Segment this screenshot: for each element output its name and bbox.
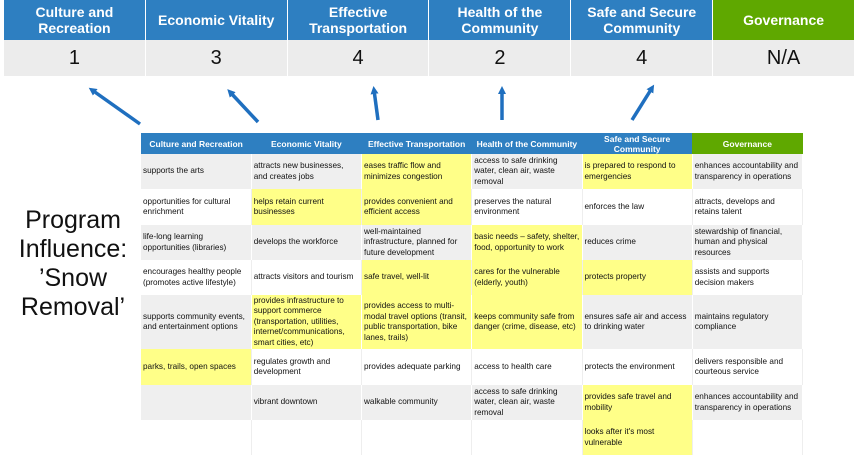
- table-cell: opportunities for cultural enrichment: [141, 189, 252, 225]
- table-cell: keeps community safe from danger (crime,…: [471, 295, 583, 349]
- table-cell: eases traffic flow and minimizes congest…: [361, 154, 473, 189]
- table-cell: supports the arts: [141, 154, 252, 189]
- table-row: parks, trails, open spaces regulates grow…: [141, 349, 804, 385]
- table-cell: attracts visitors and tourism: [251, 260, 363, 295]
- table-row: life-long learning opportunities (librar…: [141, 225, 804, 260]
- influence-table: Culture and Recreation Economic Vitality E…: [141, 133, 804, 455]
- table-header: Health of the Community: [471, 133, 582, 154]
- summary-header: Governance: [713, 0, 855, 40]
- table-cell: access to safe drinking water, clean air…: [471, 385, 583, 420]
- summary-header: Effective Transportation: [287, 0, 430, 40]
- table-cell: parks, trails, open spaces: [141, 349, 252, 385]
- summary-score: 3: [145, 40, 288, 76]
- summary-score: 4: [571, 40, 714, 76]
- table-row: vibrant downtown walkable community access…: [141, 385, 804, 420]
- table-cell: maintains regulatory compliance: [692, 295, 804, 349]
- table-cell: walkable community: [361, 385, 473, 420]
- arrow-icon: [227, 89, 260, 124]
- table-header: Culture and Recreation: [141, 133, 252, 154]
- table-cell: provides access to multi-modal travel op…: [361, 295, 473, 349]
- table-cell: delivers responsible and courteous servi…: [692, 349, 804, 385]
- table-cell: looks after it's most vulnerable: [582, 420, 693, 455]
- table-row: encourages healthy people (promotes acti…: [141, 260, 804, 295]
- summary-score: 2: [429, 40, 572, 76]
- table-cell: helps retain current businesses: [251, 189, 363, 225]
- table-cell: develops the workforce: [251, 225, 363, 260]
- table-cell: attracts, develops and retains talent: [692, 189, 804, 225]
- table-cell: supports community events, and entertain…: [141, 295, 252, 349]
- table-row: opportunities for cultural enrichment hel…: [141, 189, 804, 225]
- table-cell: cares for the vulnerable (elderly, youth…: [471, 260, 583, 295]
- table-cell: provides safe travel and mobility: [582, 385, 693, 420]
- table-cell: enforces the law: [582, 189, 693, 225]
- arrow-icon: [630, 84, 655, 121]
- table-row: supports the arts attracts new businesses…: [141, 154, 804, 189]
- table-cell: regulates growth and development: [251, 349, 363, 385]
- table-cell: safe travel, well-lit: [361, 260, 473, 295]
- summary-score: 1: [4, 40, 146, 76]
- table-cell: is prepared to respond to emergencies: [582, 154, 693, 189]
- arrow-icon: [88, 87, 142, 126]
- table-cell: enhances accountability and transparency…: [692, 385, 804, 420]
- table-cell: encourages healthy people (promotes acti…: [141, 260, 252, 295]
- table-cell: basic needs – safety, shelter, food, opp…: [471, 225, 583, 260]
- table-header: Economic Vitality: [251, 133, 362, 154]
- table-cell: provides adequate parking: [361, 349, 473, 385]
- table-header: Effective Transportation: [361, 133, 472, 154]
- table-cell: reduces crime: [582, 225, 693, 260]
- table-cell: attracts new businesses, and creates job…: [251, 154, 363, 189]
- summary-header: Culture and Recreation: [4, 0, 146, 40]
- table-cell: preserves the natural environment: [471, 189, 583, 225]
- table-cell: [361, 420, 473, 455]
- table-cell: access to safe drinking water, clean air…: [471, 154, 583, 189]
- program-influence-label: Program Influence: ’Snow Removal’: [18, 206, 128, 321]
- table-cell: enhances accountability and transparency…: [692, 154, 804, 189]
- table-cell: life-long learning opportunities (librar…: [141, 225, 252, 260]
- table-cell: ensures safe air and access to drinking …: [582, 295, 693, 349]
- table-cell: stewardship of financial, human and phys…: [692, 225, 804, 260]
- table-cell: [141, 385, 252, 420]
- table-row: looks after it's most vulnerable: [141, 420, 804, 455]
- table-header: Governance: [692, 133, 803, 154]
- summary-header: Economic Vitality: [145, 0, 288, 40]
- table-cell: protects the environment: [582, 349, 693, 385]
- summary-header: Health of the Community: [429, 0, 572, 40]
- table-cell: [692, 420, 804, 455]
- summary-score: N/A: [713, 40, 855, 76]
- table-cell: vibrant downtown: [251, 385, 363, 420]
- table-header: Safe and Secure Community: [582, 133, 693, 154]
- table-cell: [141, 420, 252, 455]
- arrow-icon: [370, 86, 380, 121]
- table-cell: assists and supports decision makers: [692, 260, 804, 295]
- summary-score: 4: [287, 40, 430, 76]
- table-cell: protects property: [582, 260, 693, 295]
- table-row: supports community events, and entertain…: [141, 295, 804, 349]
- table-cell: provides infrastructure to support comme…: [251, 295, 363, 349]
- table-cell: [471, 420, 583, 455]
- summary-header: Safe and Secure Community: [571, 0, 714, 40]
- table-cell: provides convenient and efficient access: [361, 189, 473, 225]
- table-cell: [251, 420, 363, 455]
- table-cell: well-maintained infrastructure, planned …: [361, 225, 473, 260]
- summary-scores: Culture and Recreation Economic Vitality E…: [4, 0, 855, 76]
- table-cell: access to health care: [471, 349, 583, 385]
